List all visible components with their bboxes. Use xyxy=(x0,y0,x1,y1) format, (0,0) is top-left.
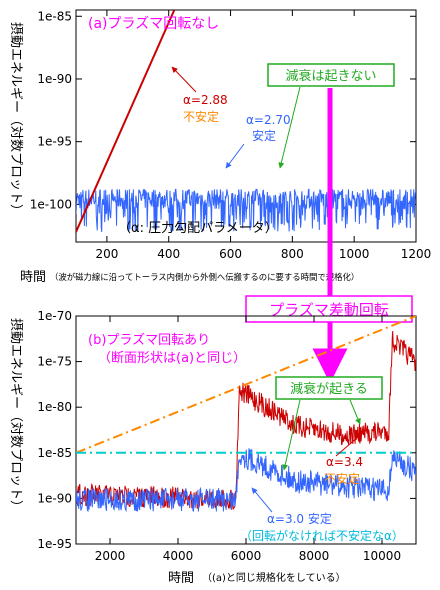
y-tick-label: 1e-70 xyxy=(37,309,72,323)
panel-a-xlabel: 時間 xyxy=(20,270,46,285)
y-tick-label: 1e-85 xyxy=(37,446,72,460)
rotation-banner: プラズマ差動回転 xyxy=(245,88,413,384)
x-tick-label: 2000 xyxy=(95,549,126,563)
panel-a-x-ticks: 200 400 600 800 1000 1200 xyxy=(95,10,431,261)
x-tick-label: 800 xyxy=(281,247,304,261)
panel-a-red-arrow xyxy=(171,66,197,93)
panel-b: 2000 4000 6000 8000 10000 1e-701e-751e-801e-… xyxy=(8,309,417,586)
y-tick-label: 1e-95 xyxy=(37,135,72,149)
banner-box xyxy=(245,295,413,323)
y-tick-label: 1e-95 xyxy=(37,537,72,551)
y-tick-label: 1e-90 xyxy=(37,72,72,86)
panel-b-red-status: 不安定 xyxy=(324,471,360,486)
x-tick-label: 200 xyxy=(95,247,118,261)
panel-b-title: (b)プラズマ回転あり xyxy=(88,332,210,348)
panel-a-xlabel-note: （波が磁力線に沿ってトーラス内側から外側へ伝搬するのに要する時間で規格化） xyxy=(50,272,359,282)
y-tick-label: 1e-85 xyxy=(37,9,72,23)
x-tick-label: 1000 xyxy=(339,247,370,261)
y-tick-label: 1e-100 xyxy=(30,197,72,211)
panel-b-y-ticks: 1e-70 1e-75 1e-80 1e-85 1e-90 1e-95 xyxy=(37,309,416,551)
panel-a-callout-arrow xyxy=(278,86,301,169)
panel-b-x-ticks: 2000 4000 6000 8000 10000 xyxy=(95,316,401,563)
series-alpha-2.70-line xyxy=(76,188,416,232)
panel-a-blue-status: 安定 xyxy=(252,128,276,143)
panel-a-callout: 減衰は起きない xyxy=(285,68,376,84)
panel-b-blue-label: α=3.0 安定 xyxy=(267,511,332,526)
panel-a-red-label: α=2.88 xyxy=(183,93,228,107)
panel-a-blue-arrow xyxy=(225,143,245,169)
panel-b-callout-box xyxy=(275,376,383,400)
panel-b-xlabel-note: （(a)と同じ規格化をしている） xyxy=(202,571,346,584)
series-alpha-3.4-line xyxy=(76,330,416,511)
panel-b-blue-arrow xyxy=(251,487,273,513)
panel-b-red-arrow xyxy=(335,429,367,457)
panel-b-callout: 減衰が起きる xyxy=(290,381,368,397)
panel-a-title: (a)プラズマ回転なし xyxy=(88,16,219,32)
growth-reference-line xyxy=(76,316,416,454)
panel-a-ylabel: 摂動エネルギー（対数プロット） xyxy=(8,22,24,217)
panel-b-callout-arrow-left xyxy=(282,399,301,471)
banner-label: プラズマ差動回転 xyxy=(269,301,389,319)
x-tick-label: 8000 xyxy=(299,549,330,563)
panel-b-red-label: α=3.4 xyxy=(326,455,363,469)
panel-a-red-status: 不安定 xyxy=(183,109,219,124)
x-tick-label: 6000 xyxy=(231,549,262,563)
x-tick-label: 400 xyxy=(157,247,180,261)
panel-b-blue-note: （回転がなければ不安定なα） xyxy=(240,528,404,543)
x-tick-label: 10000 xyxy=(363,549,401,563)
panel-b-ylabel: 摂動エネルギー（対数プロット） xyxy=(8,318,24,513)
panel-a-y-ticks: 1e-85 1e-90 1e-95 1e-100 xyxy=(30,9,416,211)
y-tick-label: 1e-90 xyxy=(37,491,72,505)
series-alpha-3.0-line xyxy=(76,448,416,513)
panel-a-callout-box xyxy=(267,63,395,87)
x-tick-label: 600 xyxy=(219,247,242,261)
panel-b-subtitle: （断面形状は(a)と同じ） xyxy=(98,351,246,366)
x-tick-label: 4000 xyxy=(163,549,194,563)
y-tick-label: 1e-75 xyxy=(37,355,72,369)
series-alpha-2.88-line xyxy=(76,10,176,233)
panel-b-xlabel: 時間 xyxy=(168,571,194,586)
panel-a: 200 400 600 800 1000 1200 1e-85 1e-90 1e-95 1e-1… xyxy=(8,9,431,285)
x-tick-label: 1200 xyxy=(401,247,432,261)
panel-a-parameter-note: （α: 圧力勾配パラメータ） xyxy=(118,221,278,236)
y-tick-label: 1e-80 xyxy=(37,400,72,414)
panel-a-blue-label: α=2.70 xyxy=(246,113,291,127)
panel-b-callout-arrow-right xyxy=(349,399,361,425)
